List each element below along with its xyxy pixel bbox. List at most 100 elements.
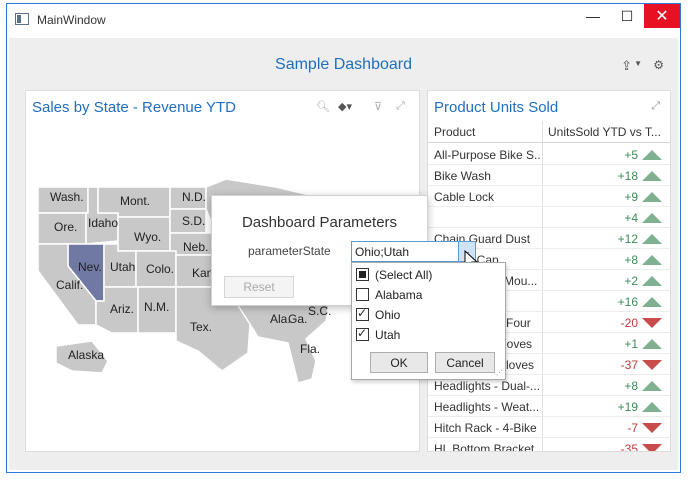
dropdown-item-label: Alabama (375, 288, 423, 302)
state-label: Nev. (78, 260, 102, 274)
units-sold-delta: +8 (624, 253, 638, 267)
state-label: Kan. (192, 266, 217, 280)
table-row[interactable]: +4 (428, 207, 670, 228)
trend-up-icon (642, 339, 662, 349)
title-bar[interactable]: MainWindow — ☐ ✕ (7, 4, 680, 36)
dropdown-item-label: Ohio (375, 308, 401, 322)
window-title: MainWindow (37, 13, 106, 27)
reset-button[interactable]: Reset (224, 276, 294, 298)
clear-filter-icon[interactable]: ⊽ (374, 101, 383, 113)
units-sold-delta: +16 (617, 295, 638, 309)
map-panel-title: Sales by State - Revenue YTD (32, 99, 236, 116)
state-label: S.C. (308, 304, 331, 318)
product-name: Bike Wash (434, 169, 491, 183)
parameter-state-combobox[interactable]: Ohio;Utah ⌄ (351, 241, 476, 262)
units-sold-delta: +2 (624, 274, 638, 288)
state-label: Mont. (120, 194, 150, 208)
checkbox-alabama[interactable] (356, 288, 369, 301)
units-sold-delta: -7 (627, 421, 638, 435)
resize-grip-icon[interactable]: ⋰ (496, 370, 503, 377)
maximize-icon[interactable]: ⤢ (651, 100, 660, 112)
table-row[interactable]: Headlights - Weat... +19 (428, 396, 670, 417)
layers-icon[interactable]: ◆▾ (338, 101, 352, 113)
trend-up-icon (642, 255, 662, 265)
dialog-title: Dashboard Parameters (241, 214, 398, 231)
product-name: Cable Lock (434, 190, 495, 204)
units-sold-delta: +8 (624, 379, 638, 393)
main-window: MainWindow — ☐ ✕ Sample Dashboard ⇪ ▼ ⚙ … (6, 3, 681, 473)
ok-button[interactable]: OK (370, 352, 428, 373)
table-row[interactable]: All-Purpose Bike S... +5 (428, 144, 670, 165)
state-label: Ala. (270, 312, 291, 326)
maximize-button[interactable]: ☐ (610, 4, 644, 28)
trend-down-icon (642, 423, 662, 433)
table-row[interactable]: HL Bottom Bracket -35 (428, 438, 670, 452)
minimize-button[interactable]: — (576, 4, 610, 28)
units-sold-delta: -35 (620, 442, 638, 452)
table-row[interactable]: Bike Wash +18 (428, 165, 670, 186)
units-sold-delta: +19 (617, 400, 638, 414)
product-name: HL Bottom Bracket (434, 442, 535, 452)
units-sold-delta: +5 (624, 148, 638, 162)
product-name: All-Purpose Bike S... (434, 148, 540, 162)
state-label: Alaska (68, 348, 104, 362)
grid-header: Product UnitsSold YTD vs T... (428, 121, 670, 143)
state-label: Wash. (50, 190, 84, 204)
state-label: Ore. (54, 220, 77, 234)
state-label: Fla. (300, 342, 320, 356)
minimize-icon: — (586, 8, 600, 24)
chevron-down-icon[interactable]: ▼ (634, 59, 642, 68)
state-label: Colo. (146, 262, 174, 276)
units-sold-delta: -37 (620, 358, 638, 372)
trend-up-icon (642, 192, 662, 202)
trend-down-icon (642, 318, 662, 328)
cancel-button[interactable]: Cancel (435, 352, 495, 373)
product-name: Headlights - Dual-... (434, 379, 540, 393)
table-row[interactable]: Cable Lock +9 (428, 186, 670, 207)
checkbox-ohio[interactable] (356, 306, 369, 321)
product-name: Headlights - Weat... (434, 400, 540, 414)
maximize-icon[interactable]: ⤢ (396, 100, 405, 112)
trend-up-icon (642, 276, 662, 286)
close-button[interactable]: ✕ (644, 4, 680, 28)
parameters-icon[interactable]: ⚙ (653, 58, 664, 72)
table-row[interactable]: Hitch Rack - 4-Bike -7 (428, 417, 670, 438)
trend-up-icon (642, 171, 662, 181)
export-icon[interactable]: ⇪ (621, 58, 632, 73)
trend-up-icon (642, 381, 662, 391)
units-sold-delta: +4 (624, 211, 638, 225)
state-label: Ariz. (110, 302, 134, 316)
trend-down-icon (642, 444, 662, 451)
units-sold-delta: +18 (617, 169, 638, 183)
column-divider (542, 121, 543, 451)
close-icon: ✕ (655, 8, 669, 25)
checkbox-utah[interactable] (356, 326, 369, 341)
table-row[interactable]: +16 (428, 291, 670, 312)
product-name: Hitch Rack - 4-Bike (434, 421, 537, 435)
dashboard-title: Sample Dashboard (275, 56, 412, 73)
state-label: Idaho (88, 216, 118, 230)
maximize-icon: ☐ (620, 7, 634, 24)
app-window-icon (15, 13, 29, 25)
column-header-units[interactable]: UnitsSold YTD vs T... (548, 125, 661, 139)
trend-down-icon (642, 360, 662, 370)
state-label: Utah (110, 260, 135, 274)
state-label: Tex. (190, 320, 212, 334)
state-label: N.M. (144, 300, 169, 314)
checkbox-select-all[interactable] (356, 268, 369, 281)
grid-panel-title: Product Units Sold (434, 99, 559, 116)
column-header-product[interactable]: Product (434, 125, 476, 139)
parameter-label: parameterState (248, 244, 331, 258)
dashboard: Sample Dashboard ⇪ ▼ ⚙ Sales by State - … (9, 38, 678, 470)
zoom-icon[interactable]: 🔍︎ (316, 101, 330, 113)
state-label: Wyo. (134, 230, 161, 244)
table-row[interactable]: Headlights - Dual-... +8 (428, 375, 670, 396)
trend-up-icon (642, 402, 662, 412)
units-sold-delta: +12 (617, 232, 638, 246)
state-dropdown: (Select All) Alabama Ohio Utah OK Cancel… (351, 262, 506, 380)
dropdown-item-label: (Select All) (375, 268, 433, 282)
trend-up-icon (642, 234, 662, 244)
state-label: Calif. (56, 278, 83, 292)
product-grid-panel: Product Units Sold ⤢ Product UnitsSold Y… (427, 90, 671, 452)
state-shape-alaska[interactable] (55, 340, 109, 374)
